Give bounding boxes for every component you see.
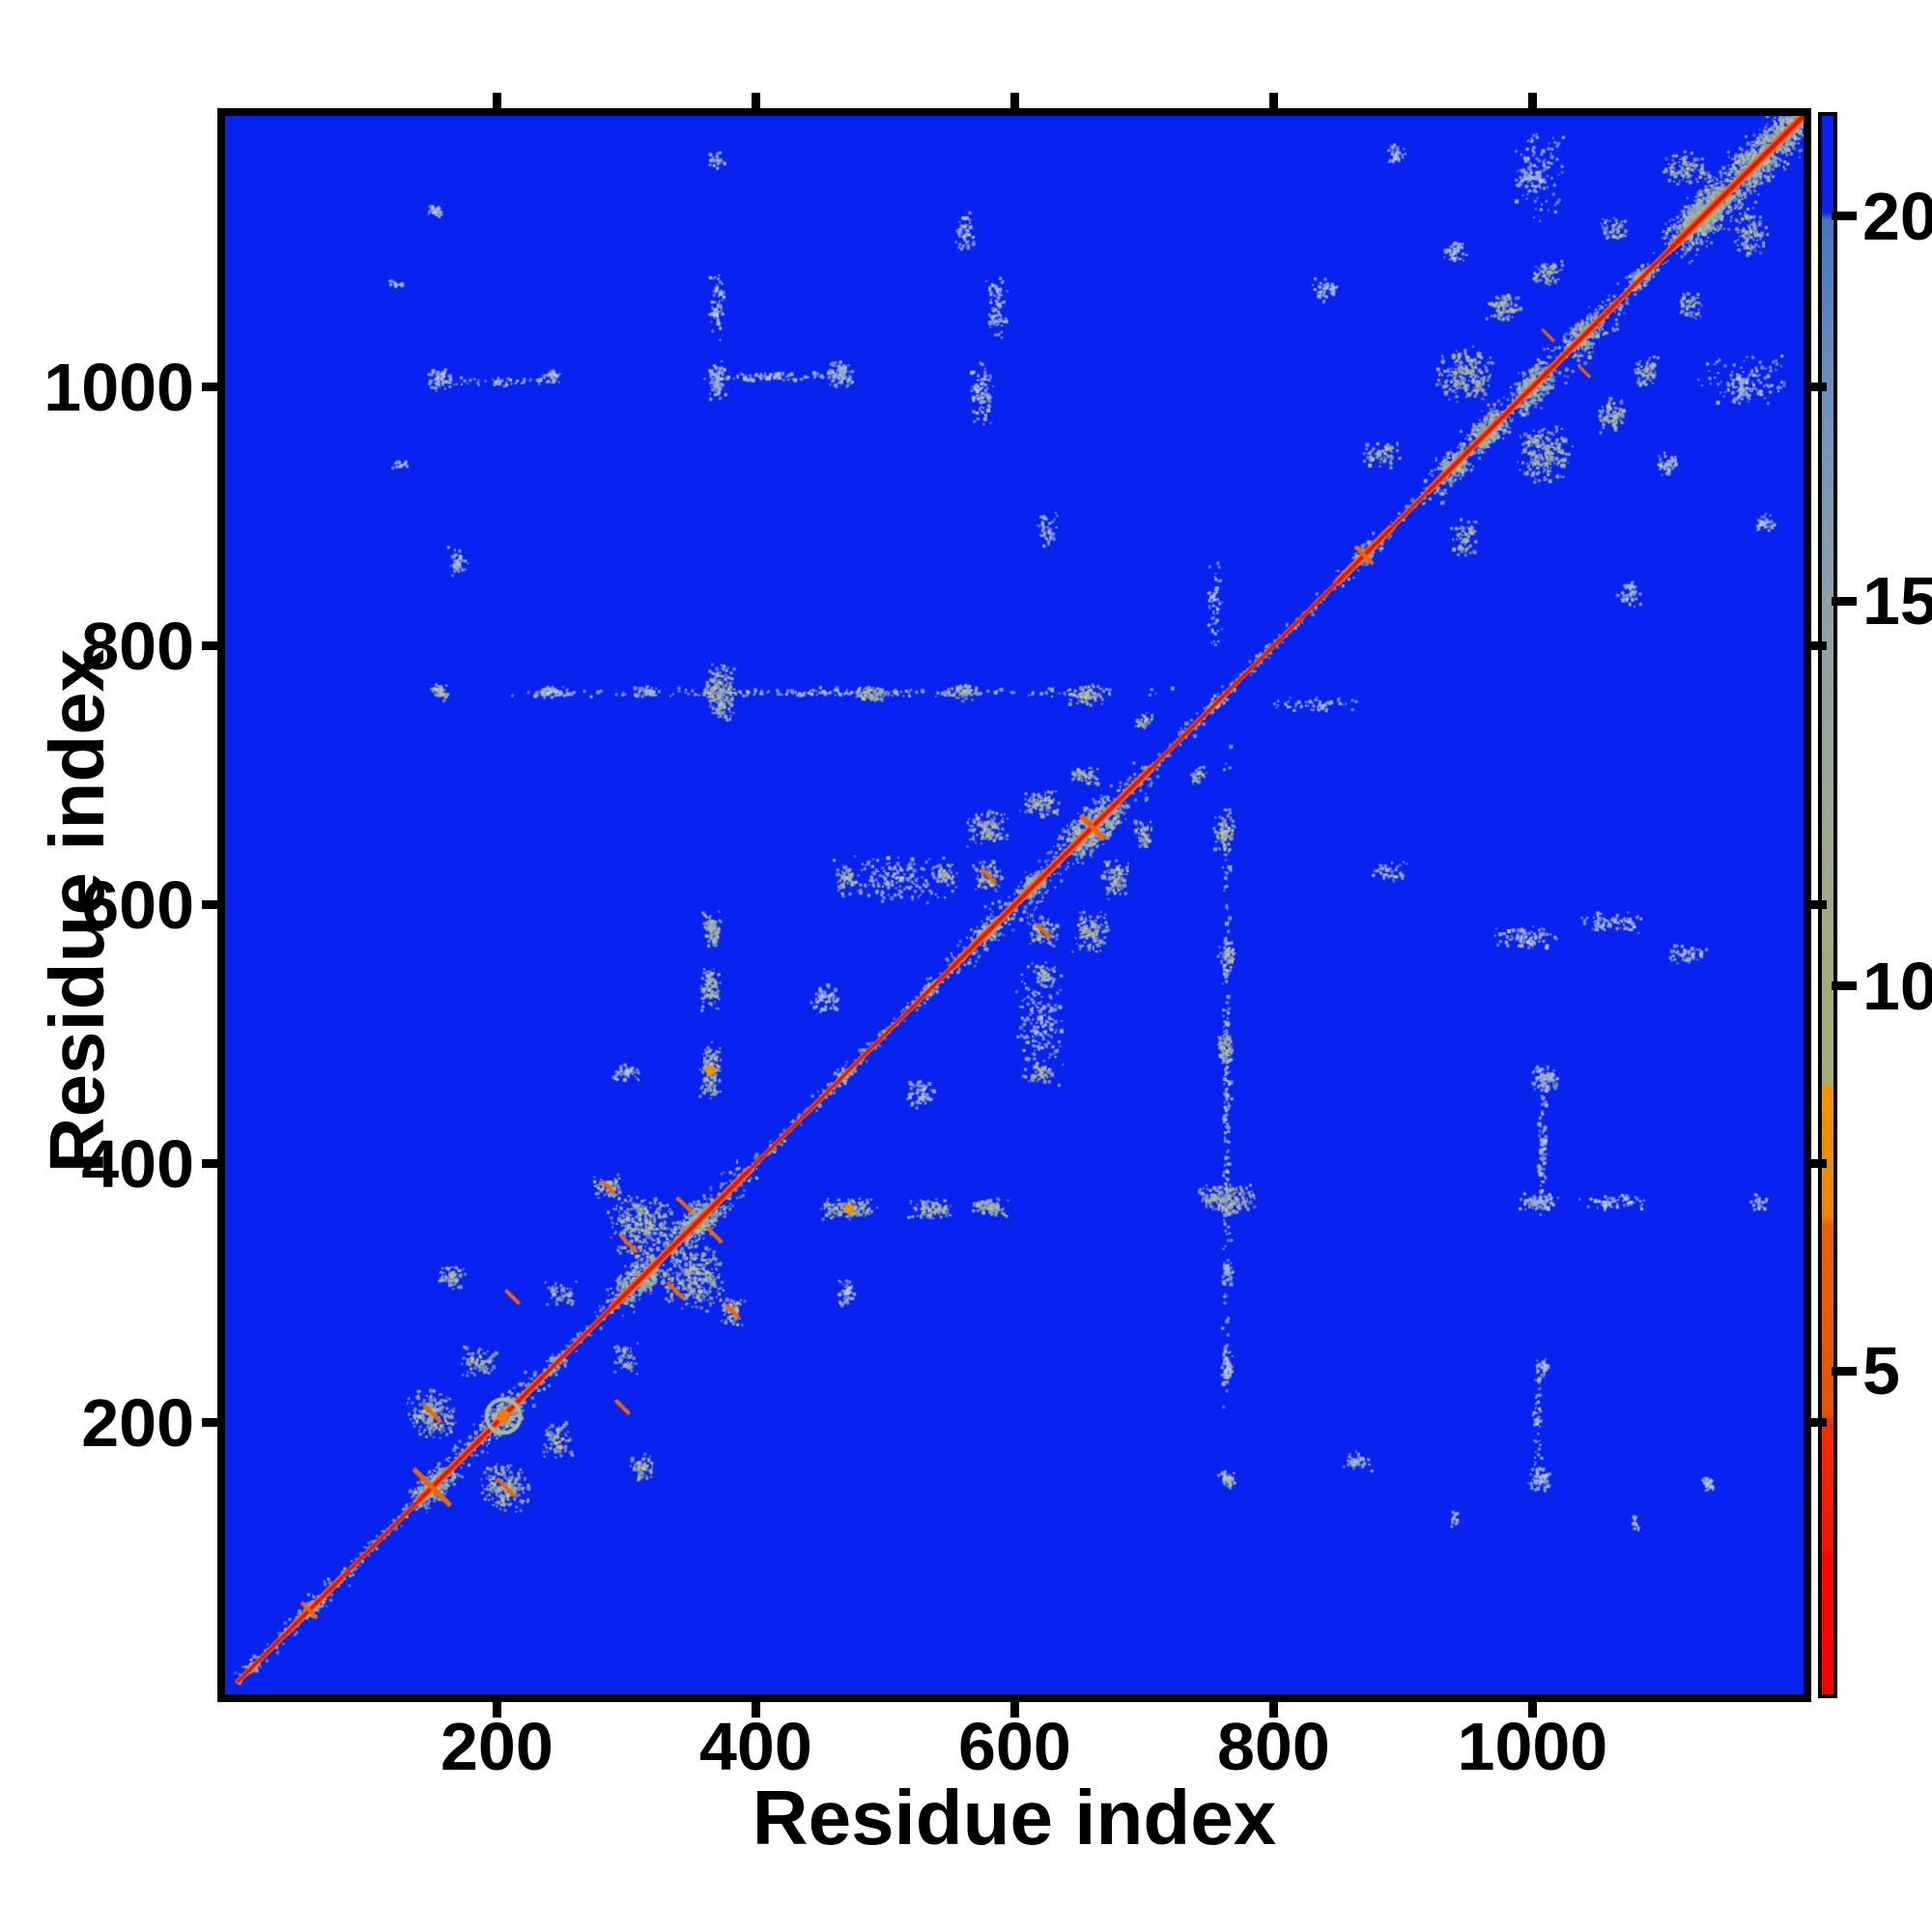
x-axis-tick-bottom: [1268, 1702, 1278, 1718]
y-axis-tick-right: [1811, 383, 1827, 392]
colorbar-tick: [1832, 981, 1857, 991]
x-axis-tick-bottom: [1009, 1702, 1019, 1718]
y-axis-tick-left: [202, 1159, 217, 1169]
x-tick-label: 600: [957, 1709, 1071, 1784]
x-axis-tick-bottom: [1527, 1702, 1537, 1718]
x-tick-label: 1000: [1457, 1709, 1608, 1784]
colorbar-tick-label: 15: [1862, 563, 1932, 639]
y-axis-tick-left: [202, 641, 217, 651]
colorbar-tick: [1832, 596, 1857, 606]
x-axis-tick-bottom: [751, 1702, 760, 1718]
y-axis-tick-right: [1811, 900, 1827, 910]
colorbar-tick-label: 10: [1862, 948, 1932, 1024]
x-axis-tick-top: [1009, 93, 1019, 108]
x-axis-label: Residue index: [752, 1775, 1277, 1861]
x-axis-tick-top: [492, 93, 501, 108]
y-axis-tick-right: [1811, 1418, 1827, 1428]
x-axis-tick-bottom: [492, 1702, 501, 1718]
x-tick-label: 200: [440, 1709, 554, 1784]
colorbar-gradient: [1822, 116, 1833, 1694]
colorbar-tick-label: 20: [1862, 178, 1932, 254]
y-axis-tick-right: [1811, 1159, 1827, 1169]
y-tick-label: 400: [81, 1125, 194, 1202]
x-tick-label: 800: [1216, 1709, 1330, 1784]
y-tick-label: 200: [81, 1384, 194, 1461]
colorbar-tick: [1832, 212, 1857, 221]
x-tick-label: 400: [698, 1709, 812, 1784]
x-axis-tick-top: [1527, 93, 1537, 108]
x-axis-tick-top: [751, 93, 760, 108]
y-tick-label: 600: [81, 867, 194, 943]
y-tick-label: 1000: [43, 349, 194, 425]
y-tick-label: 800: [81, 608, 194, 684]
y-axis-tick-right: [1811, 641, 1827, 651]
residue-distance-heatmap-canvas: [225, 116, 1804, 1694]
y-axis-tick-left: [202, 383, 217, 392]
colorbar-tick-label: 5: [1862, 1333, 1900, 1409]
y-axis-tick-left: [202, 1418, 217, 1428]
x-axis-tick-top: [1268, 93, 1278, 108]
colorbar-tick: [1832, 1366, 1857, 1376]
y-axis-tick-left: [202, 900, 217, 910]
